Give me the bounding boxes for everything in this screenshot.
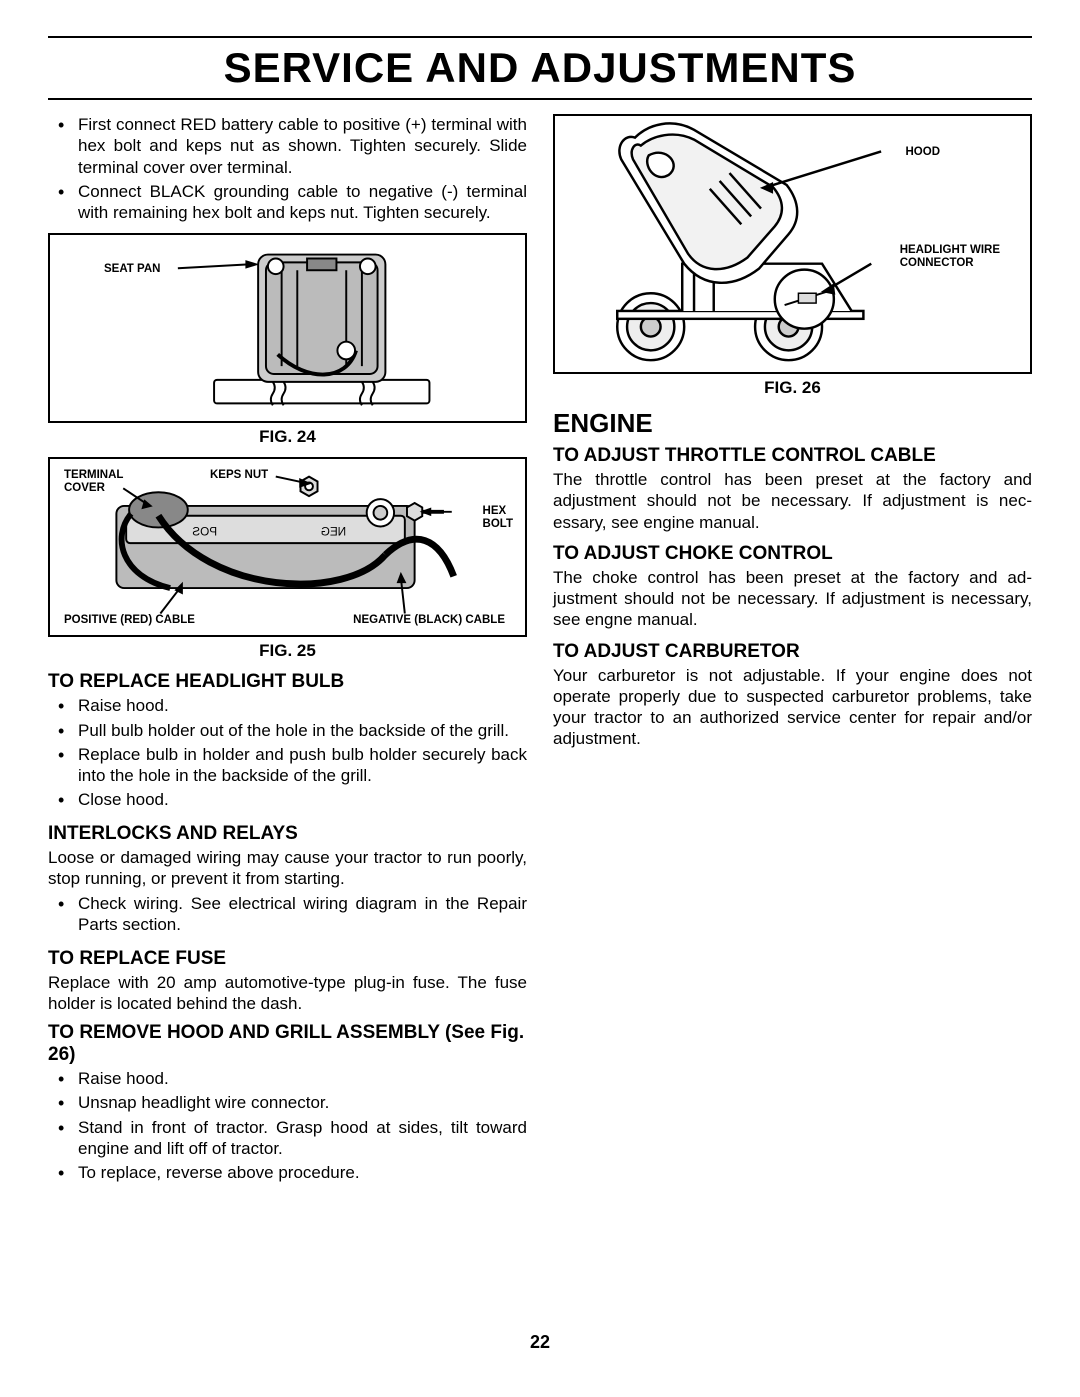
figure-24: SEAT PAN [48, 233, 527, 423]
list-item: Unsnap headlight wire connector. [48, 1092, 527, 1113]
page-title: SERVICE AND ADJUSTMENTS [48, 44, 1032, 92]
top-rule [48, 36, 1032, 38]
heading-hood: TO REMOVE HOOD AND GRILL ASSEMBLY (See F… [48, 1022, 527, 1066]
interlocks-body: Loose or damaged wiring may cause your t… [48, 847, 527, 890]
figure-25-caption: FIG. 25 [48, 641, 527, 661]
label-terminal-cover: TERMINAL COVER [64, 469, 123, 495]
page-number: 22 [0, 1332, 1080, 1353]
hood-bullets: Raise hood. Unsnap headlight wire connec… [48, 1068, 527, 1183]
list-item: Raise hood. [48, 695, 527, 716]
heading-fuse: TO REPLACE FUSE [48, 948, 527, 970]
svg-text:POS: POS [192, 526, 217, 539]
heading-interlocks: INTERLOCKS AND RELAYS [48, 823, 527, 845]
choke-body: The choke control has been preset at the… [553, 567, 1032, 631]
interlocks-bullets: Check wiring. See electrical wiring diag… [48, 893, 527, 936]
figure-26-caption: FIG. 26 [553, 378, 1032, 398]
figure-26: HOOD HEADLIGHT WIRE CONNECTOR [553, 114, 1032, 374]
list-item: Close hood. [48, 789, 527, 810]
right-column: HOOD HEADLIGHT WIRE CONNECTOR [553, 114, 1032, 1186]
svg-text:NEG: NEG [321, 526, 346, 539]
throttle-body: The throttle control has been preset at … [553, 469, 1032, 533]
heading-throttle: TO ADJUST THROTTLE CONTROL CABLE [553, 445, 1032, 467]
carburetor-body: Your carburetor is not adjustable. If yo… [553, 665, 1032, 750]
list-item: Replace bulb in holder and push bulb hol… [48, 744, 527, 787]
label-keps-nut: KEPS NUT [210, 469, 268, 482]
list-item: Connect BLACK grounding cable to negativ… [48, 181, 527, 224]
label-headlight-connector: HEADLIGHT WIRE CONNECTOR [900, 244, 1000, 270]
bottom-title-rule [48, 98, 1032, 100]
list-item: Check wiring. See electrical wiring diag… [48, 893, 527, 936]
figure-25: TERMINAL COVER KEPS NUT HEX BOLT POSITIV… [48, 457, 527, 637]
heading-carburetor: TO ADJUST CARBURETOR [553, 641, 1032, 663]
label-positive-cable: POSITIVE (RED) CABLE [64, 614, 195, 627]
label-hood: HOOD [906, 146, 941, 159]
list-item: To replace, reverse above procedure. [48, 1162, 527, 1183]
list-item: Raise hood. [48, 1068, 527, 1089]
label-seat-pan: SEAT PAN [104, 263, 160, 276]
heading-engine: ENGINE [553, 408, 1032, 439]
heading-headlight: TO REPLACE HEADLIGHT BULB [48, 671, 527, 693]
columns: First connect RED battery cable to posit… [48, 114, 1032, 1186]
figure-24-caption: FIG. 24 [48, 427, 527, 447]
list-item: Stand in front of tractor. Grasp hood at… [48, 1117, 527, 1160]
list-item: First connect RED battery cable to posit… [48, 114, 527, 178]
headlight-bullets: Raise hood. Pull bulb holder out of the … [48, 695, 527, 810]
fuse-body: Replace with 20 amp automotive-type plug… [48, 972, 527, 1015]
list-item: Pull bulb holder out of the hole in the … [48, 720, 527, 741]
label-hex-bolt: HEX BOLT [483, 505, 513, 531]
heading-choke: TO ADJUST CHOKE CONTROL [553, 543, 1032, 565]
label-negative-cable: NEGATIVE (BLACK) CABLE [353, 614, 505, 627]
left-column: First connect RED battery cable to posit… [48, 114, 527, 1186]
battery-bullets: First connect RED battery cable to posit… [48, 114, 527, 223]
